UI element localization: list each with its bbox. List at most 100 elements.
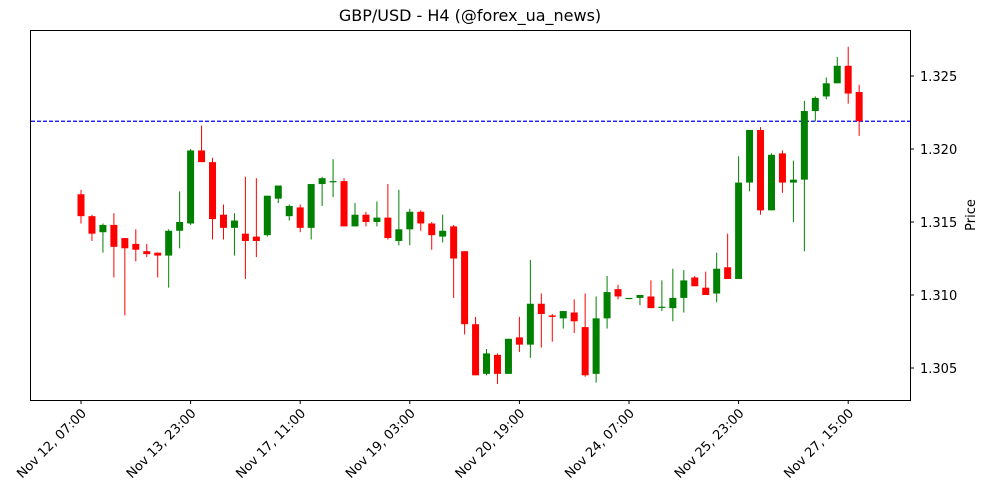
candle-body: [822, 83, 830, 97]
candle: [219, 204, 227, 240]
candle: [340, 178, 348, 227]
candle-body: [143, 251, 151, 255]
candle-body: [165, 230, 173, 256]
candle: [713, 252, 721, 303]
candle-body: [800, 111, 808, 180]
candle-body: [99, 224, 107, 233]
candle: [285, 204, 293, 221]
candle: [855, 84, 863, 136]
candle-body: [241, 233, 249, 241]
candle-body: [548, 315, 556, 317]
candle: [450, 224, 458, 298]
candles: [77, 46, 863, 385]
candle: [757, 127, 765, 215]
candle: [669, 268, 677, 322]
candle-body: [844, 65, 852, 94]
candle-body: [384, 217, 392, 239]
candle-body: [230, 220, 238, 228]
y-tick-label: 1.305: [920, 362, 957, 377]
candle: [307, 184, 315, 240]
candle: [559, 311, 567, 329]
candle: [472, 316, 480, 376]
candle: [88, 214, 96, 241]
candle: [110, 213, 118, 278]
candle: [241, 176, 249, 279]
candle: [493, 353, 501, 385]
candle-body: [504, 338, 512, 374]
candle-body: [461, 251, 469, 325]
candle-body: [493, 354, 501, 374]
candle: [296, 204, 304, 233]
candle-body: [658, 306, 666, 308]
candle: [252, 178, 260, 258]
candle-body: [439, 230, 447, 237]
candle: [417, 210, 425, 231]
x-tick-label: Nov 20, 19:00: [453, 406, 529, 482]
candle-body: [570, 312, 578, 322]
candle-body: [285, 205, 293, 217]
candle: [329, 159, 337, 198]
candle-body: [428, 223, 436, 236]
candle: [230, 213, 238, 256]
candle-body: [263, 195, 271, 236]
candle: [154, 252, 162, 278]
candle: [526, 259, 534, 358]
x-tick-label: Nov 27, 15:00: [782, 406, 858, 482]
candle: [537, 293, 545, 348]
candle-body: [680, 280, 688, 298]
candle-body: [362, 214, 370, 222]
candle: [209, 157, 217, 240]
y-tick-label: 1.310: [920, 289, 957, 304]
candle: [570, 299, 578, 333]
candle: [515, 316, 523, 352]
candle-body: [351, 214, 359, 227]
candle-body: [395, 229, 403, 241]
candle-body: [691, 277, 699, 287]
candle: [504, 338, 512, 374]
candle-body: [647, 296, 655, 309]
x-tick-label: Nov 25, 23:00: [672, 406, 748, 482]
candle: [691, 276, 699, 287]
candle-body: [219, 214, 227, 228]
candle-body: [373, 217, 381, 222]
candle-body: [406, 211, 414, 230]
candle: [603, 276, 611, 329]
y-tick-label: 1.315: [920, 216, 957, 231]
y-tick-label: 1.325: [920, 70, 957, 85]
candle-body: [187, 150, 195, 224]
candle: [680, 270, 688, 313]
candle-body: [537, 303, 545, 314]
candle-body: [88, 216, 96, 234]
candle: [844, 46, 852, 104]
candle-body: [307, 184, 315, 228]
y-axis: 1.305 1.310 1.315 1.320 1.325: [910, 70, 957, 377]
candle-body: [614, 289, 622, 297]
plot-frame: [30, 30, 911, 401]
candle-body: [121, 238, 129, 249]
candle: [406, 208, 414, 246]
candle-body: [592, 318, 600, 374]
candle: [822, 77, 830, 100]
candle: [647, 280, 655, 309]
candle: [187, 149, 195, 225]
candle: [548, 313, 556, 342]
candle-body: [778, 153, 786, 183]
candle-body: [526, 303, 534, 345]
candle: [198, 125, 206, 163]
candle-body: [746, 130, 754, 183]
candle: [384, 184, 392, 240]
candle-body: [833, 65, 841, 84]
candle-body: [340, 181, 348, 227]
candle-body: [450, 226, 458, 259]
candle-body: [176, 222, 184, 231]
candle: [625, 297, 633, 300]
candle-body: [702, 287, 710, 295]
candle-body: [132, 243, 140, 250]
candle-body: [296, 207, 304, 228]
x-tick-label: Nov 24, 07:00: [562, 406, 638, 482]
candle: [428, 222, 436, 250]
candle-body: [154, 252, 162, 256]
candle-body: [713, 268, 721, 294]
x-tick-label: Nov 12, 07:00: [14, 406, 90, 482]
